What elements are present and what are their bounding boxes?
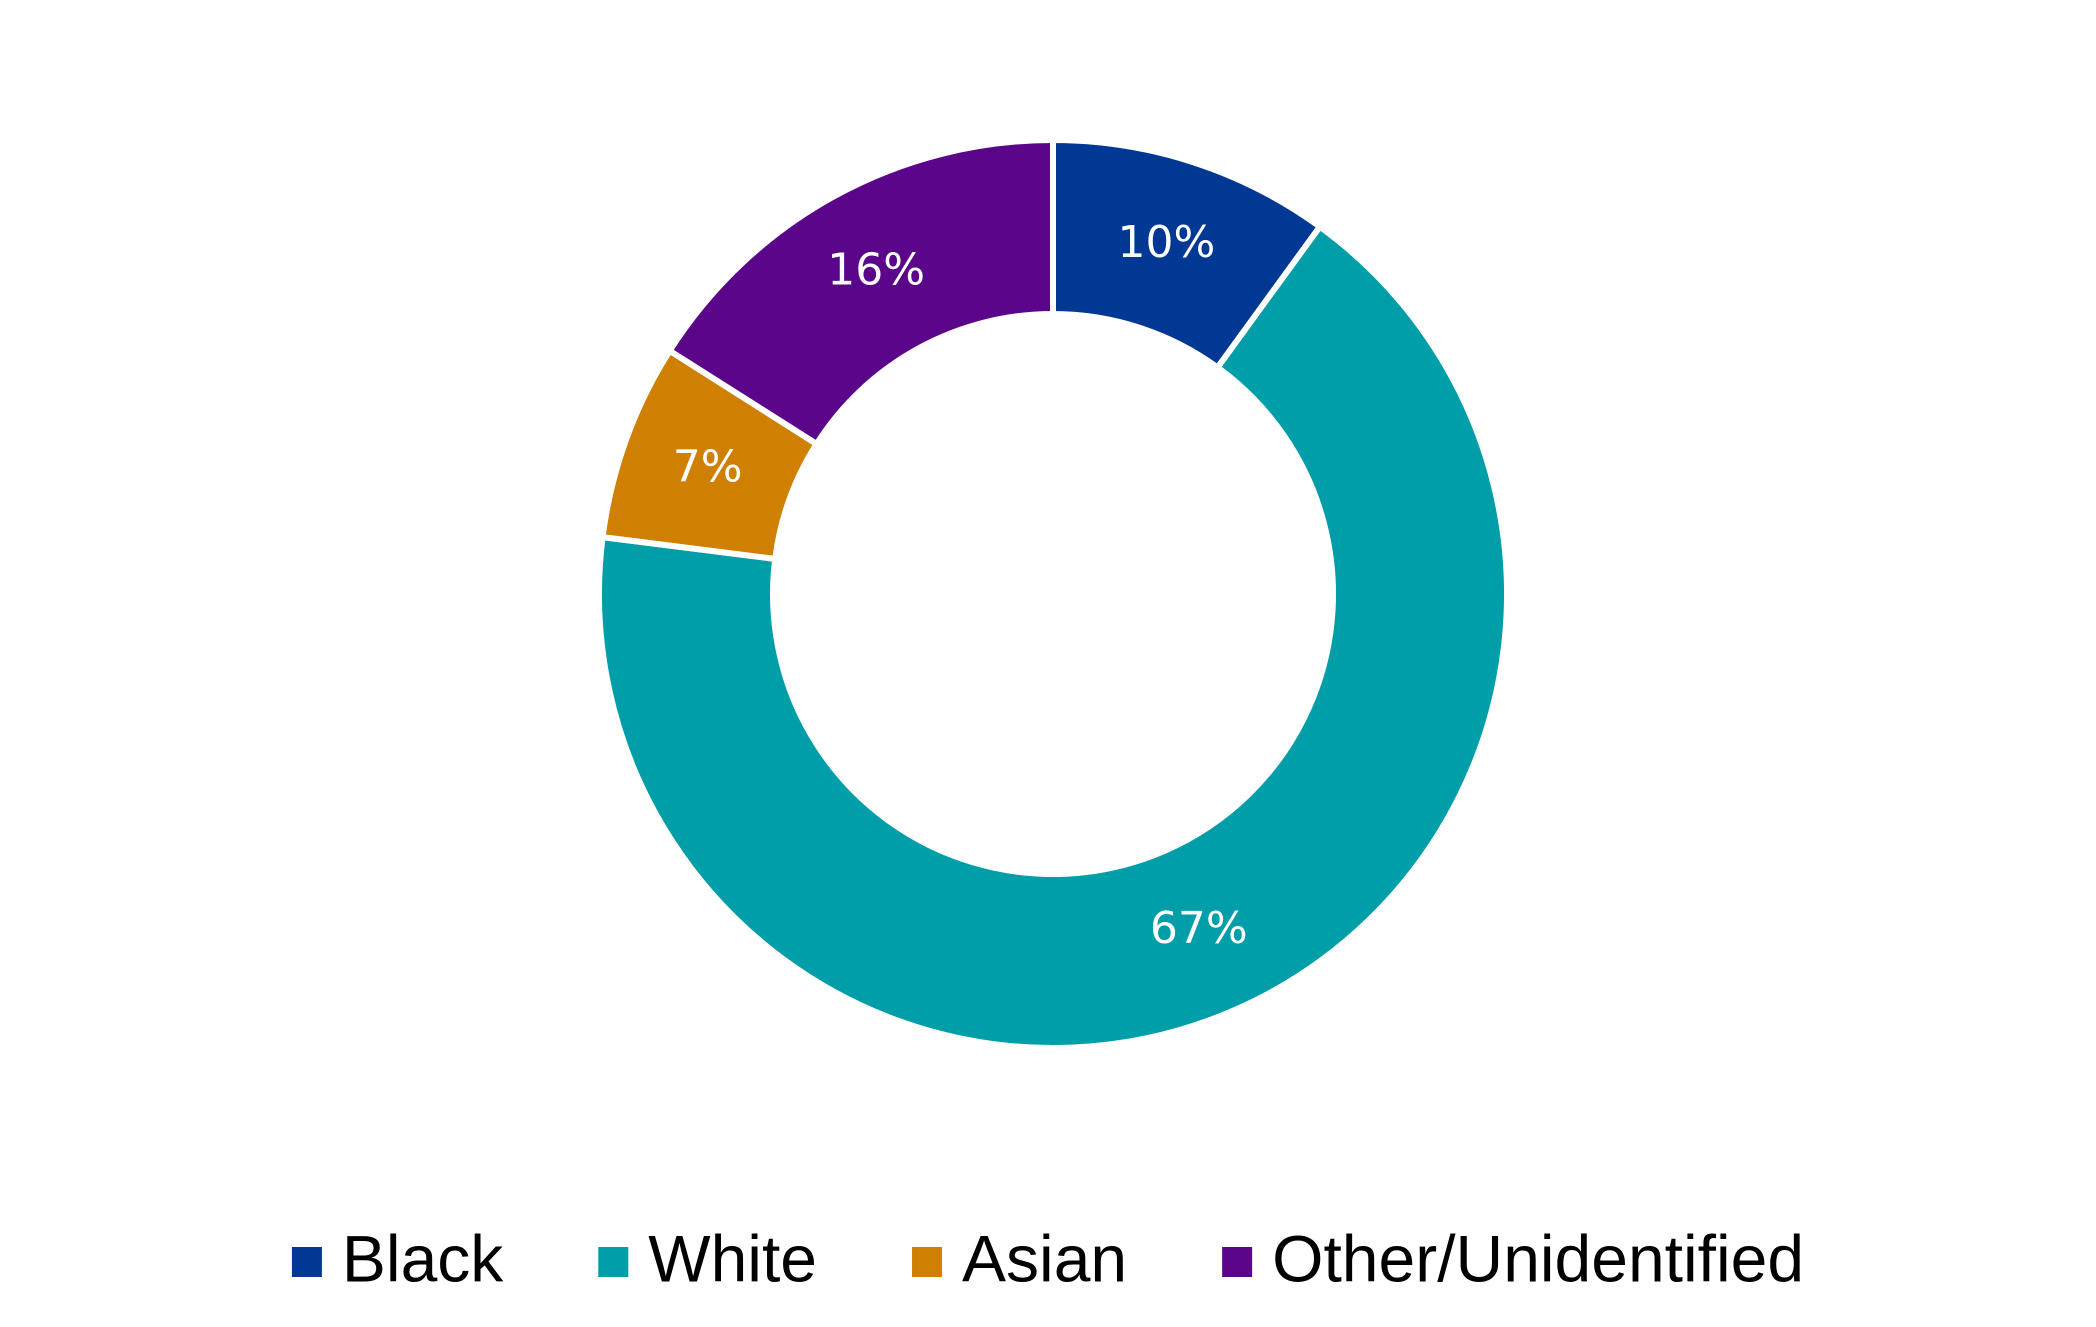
legend-swatch bbox=[912, 1247, 943, 1277]
legend-label: White bbox=[648, 1221, 817, 1295]
legend-label: Black bbox=[342, 1221, 504, 1295]
legend: Black White Asian Other/Unidentified bbox=[291, 1221, 1804, 1295]
legend-label: Asian bbox=[962, 1221, 1127, 1295]
legend-label: Other/Unidentified bbox=[1272, 1221, 1804, 1295]
donut-slice bbox=[665, 136, 1056, 449]
value-label: 7% bbox=[673, 442, 743, 493]
value-label: 16% bbox=[827, 244, 925, 295]
value-label: 67% bbox=[1150, 903, 1248, 954]
value-label: 10% bbox=[1118, 217, 1216, 268]
legend-swatch bbox=[1222, 1247, 1253, 1277]
legend-swatch bbox=[598, 1247, 629, 1277]
donut-slice bbox=[596, 222, 1510, 1051]
legend-swatch bbox=[291, 1247, 322, 1277]
